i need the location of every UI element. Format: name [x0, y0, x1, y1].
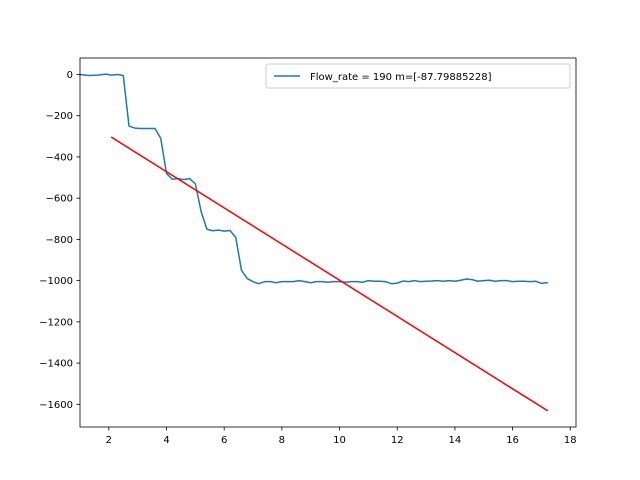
legend-label: Flow_rate = 190 m=[-87.79885228] [310, 72, 492, 83]
y-tick-label: −600 [46, 194, 73, 205]
y-tick-label: −1600 [39, 400, 73, 411]
y-tick-label: −200 [46, 111, 73, 122]
plot-area [80, 73, 549, 412]
y-tick-label: 0 [67, 70, 73, 81]
y-tick-label: −1000 [39, 276, 73, 287]
x-tick-label: 14 [449, 435, 462, 446]
axes: 2 4 6 8 10 12 14 16 18 0 −200 −400 −600 −800 −1000 −120… [39, 57, 577, 446]
y-tick-label: −1200 [39, 317, 73, 328]
x-tick-label: 4 [163, 435, 169, 446]
y-tick-label: −1400 [39, 359, 73, 370]
series-line-flow-rate [80, 73, 548, 285]
x-tick-label: 2 [106, 435, 112, 446]
x-tick-label: 6 [221, 435, 227, 446]
x-tick-label: 10 [333, 435, 346, 446]
series-line-fit [110, 136, 549, 412]
x-tick-label: 12 [391, 435, 404, 446]
y-tick-label: −400 [46, 152, 73, 163]
legend: Flow_rate = 190 m=[-87.79885228] [265, 63, 571, 89]
x-tick-label: 8 [279, 435, 285, 446]
x-tick-label: 18 [564, 435, 577, 446]
x-tick-label: 16 [506, 435, 519, 446]
legend-box [265, 63, 571, 89]
axes-frame [79, 57, 577, 428]
y-tick-label: −800 [46, 235, 73, 246]
